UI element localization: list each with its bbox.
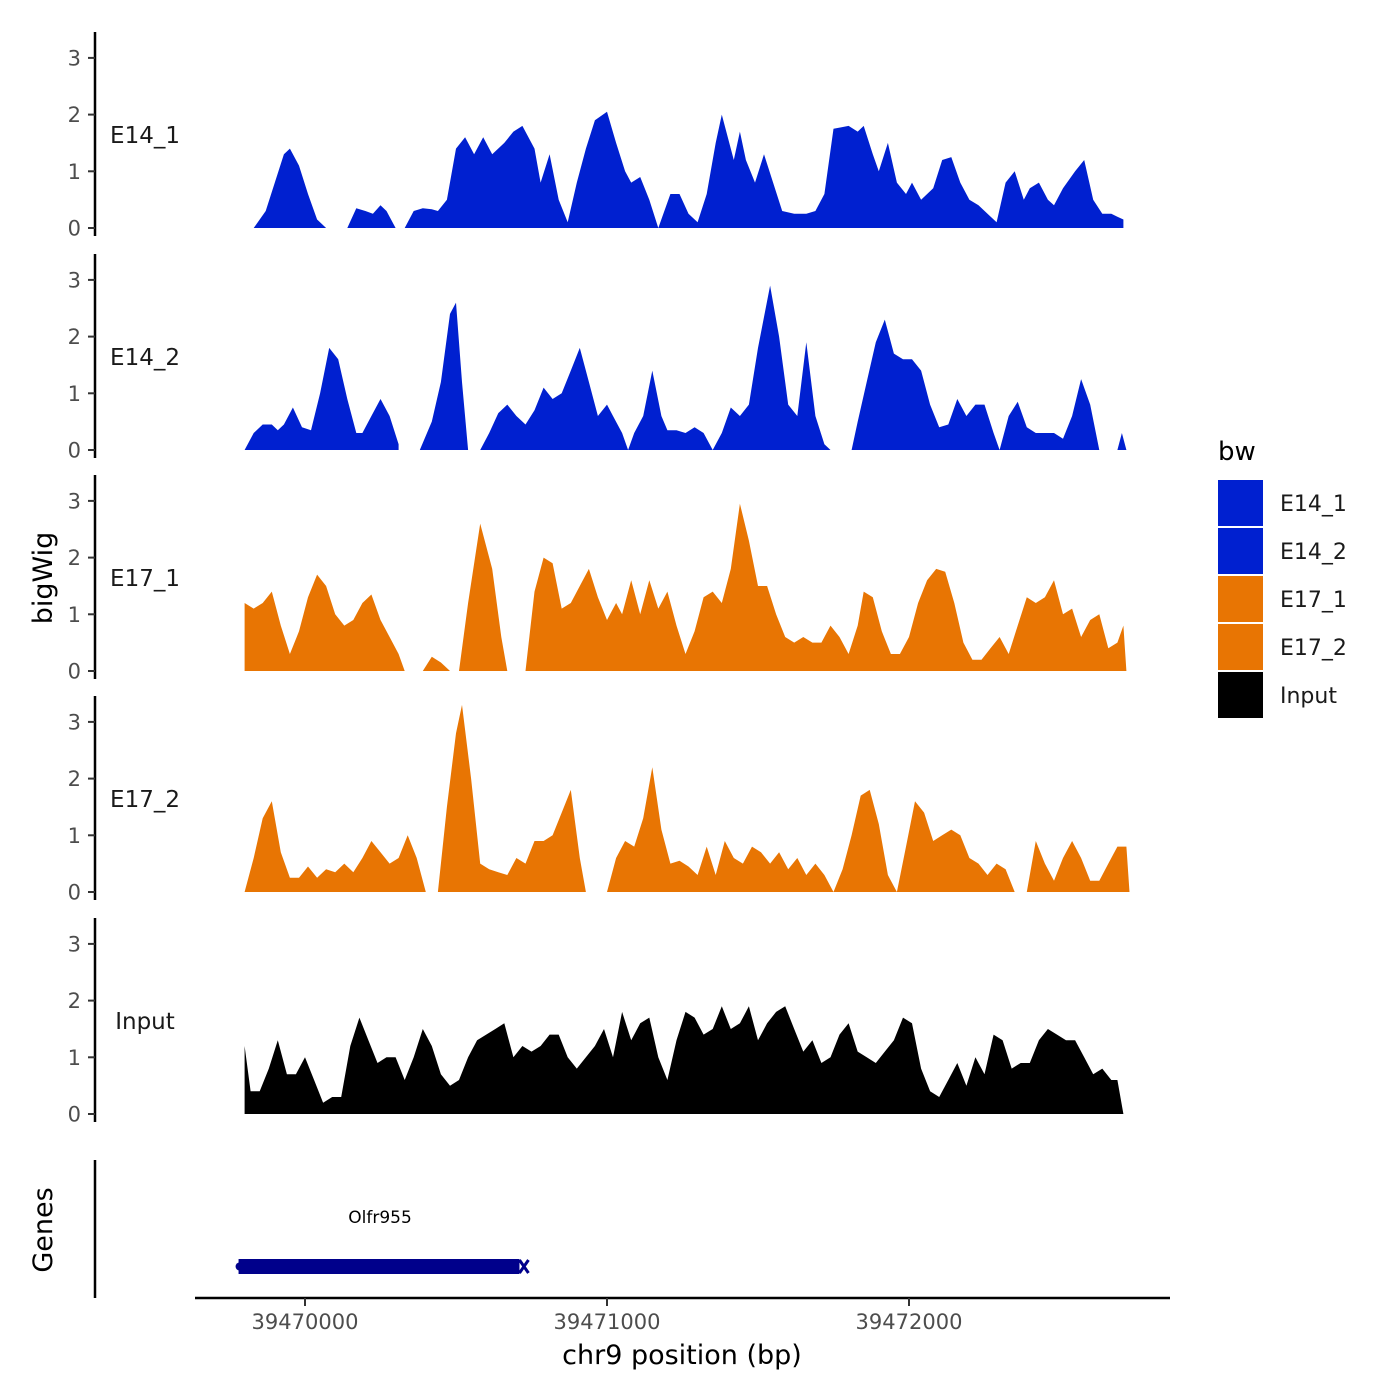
gene-end-marker <box>518 1259 530 1274</box>
legend-swatch-E17_1 <box>1218 576 1263 622</box>
track-panels: 0 1 2 3 E14_1 0 1 2 3 E14_2 0 1 2 3 E17_1 0 1 2 3 E17_2 0 1 2 3… <box>68 32 1130 1127</box>
area-E14_2 <box>480 285 831 450</box>
legend-label-E14_1: E14_1 <box>1280 492 1347 517</box>
x-axis-title: chr9 position (bp) <box>562 1340 802 1371</box>
y-tick-label-E14_2-2: 2 <box>68 325 81 349</box>
x-axis: 39470000 39471000 39472000 chr9 position (… <box>195 1296 1170 1371</box>
area-E17_2 <box>607 767 1015 892</box>
legend-swatch-E14_2 <box>1218 528 1263 574</box>
panel-E17_1: 0 1 2 3 E17_1 <box>68 475 1127 684</box>
area-E14_2 <box>419 302 469 450</box>
y-tick-label-E14_2-3: 3 <box>68 268 81 292</box>
legend-title: bw <box>1218 437 1256 467</box>
y-tick-label-Input-1: 1 <box>68 1046 81 1070</box>
y-tick-label-Input-0: 0 <box>68 1103 81 1127</box>
legend-label-E14_2: E14_2 <box>1280 540 1347 565</box>
y-tick-label-Input-3: 3 <box>68 932 81 956</box>
area-E17_2 <box>244 801 426 892</box>
panel-label-E14_1: E14_1 <box>110 123 180 149</box>
legend-label-Input: Input <box>1280 684 1337 709</box>
legend-label-E17_1: E17_1 <box>1280 588 1347 613</box>
area-E14_1 <box>253 148 327 228</box>
y-tick-label-E14_1-0: 0 <box>68 217 81 241</box>
area-E17_1 <box>459 523 508 671</box>
y-tick-label-E14_1-3: 3 <box>68 46 81 70</box>
area-E14_1 <box>404 111 1124 228</box>
gene-label-Olfr955: Olfr955 <box>348 1208 412 1228</box>
gene-body-Olfr955 <box>238 1259 520 1274</box>
legend-swatch-Input <box>1218 672 1263 718</box>
area-E14_2 <box>1117 433 1127 450</box>
genes-axis-title: Genes <box>28 1187 59 1272</box>
y-axis-title: bigWig <box>28 532 59 625</box>
y-tick-label-E17_1-0: 0 <box>68 660 81 684</box>
gene-track: Olfr955 <box>93 1160 530 1298</box>
y-tick-label-E17_1-3: 3 <box>68 489 81 513</box>
area-E14_2 <box>244 347 399 450</box>
area-E17_1 <box>525 503 1127 671</box>
y-tick-label-E17_2-2: 2 <box>68 767 81 791</box>
gene-start-marker <box>235 1262 244 1271</box>
area-E14_2 <box>851 319 1100 450</box>
y-tick-label-E14_1-2: 2 <box>68 103 81 127</box>
panel-label-E17_1: E17_1 <box>110 566 180 592</box>
y-tick-label-E17_2-1: 1 <box>68 824 81 848</box>
area-E17_2 <box>437 704 586 892</box>
y-tick-label-E14_2-0: 0 <box>68 439 81 463</box>
legend-swatch-E17_2 <box>1218 624 1263 670</box>
legend-swatch-E14_1 <box>1218 480 1263 526</box>
panel-E14_2: 0 1 2 3 E14_2 <box>68 254 1127 463</box>
y-tick-label-E14_2-1: 1 <box>68 382 81 406</box>
gene-features: Olfr955 <box>235 1208 530 1274</box>
x-ticks: 39470000 39471000 39472000 <box>252 1298 963 1334</box>
legend: bw E14_1 E14_2 E17_1 E17_2 Input <box>1218 437 1347 718</box>
panel-label-Input: Input <box>115 1009 175 1035</box>
y-tick-label-E17_1-2: 2 <box>68 546 81 570</box>
panel-label-E17_2: E17_2 <box>110 787 180 813</box>
area-Input <box>244 1006 1124 1114</box>
x-tick-label-39470000: 39470000 <box>252 1310 359 1334</box>
y-tick-label-Input-2: 2 <box>68 989 81 1013</box>
panel-Input: 0 1 2 3 Input <box>68 918 1124 1127</box>
x-tick-label-39471000: 39471000 <box>554 1310 661 1334</box>
y-tick-label-E14_1-1: 1 <box>68 160 81 184</box>
area-E17_2 <box>1026 841 1130 892</box>
panel-label-E14_2: E14_2 <box>110 345 180 371</box>
area-E17_1 <box>244 574 405 671</box>
x-tick-label-39472000: 39472000 <box>856 1310 963 1334</box>
y-tick-label-E17_1-1: 1 <box>68 603 81 627</box>
area-E14_1 <box>347 205 396 228</box>
area-E17_1 <box>422 656 450 671</box>
legend-label-E17_2: E17_2 <box>1280 636 1347 661</box>
panel-E17_2: 0 1 2 3 E17_2 <box>68 696 1130 905</box>
legend-items: E14_1 E14_2 E17_1 E17_2 Input <box>1218 480 1347 718</box>
panel-E14_1: 0 1 2 3 E14_1 <box>68 32 1124 241</box>
y-tick-label-E17_2-3: 3 <box>68 710 81 734</box>
y-tick-label-E17_2-0: 0 <box>68 881 81 905</box>
